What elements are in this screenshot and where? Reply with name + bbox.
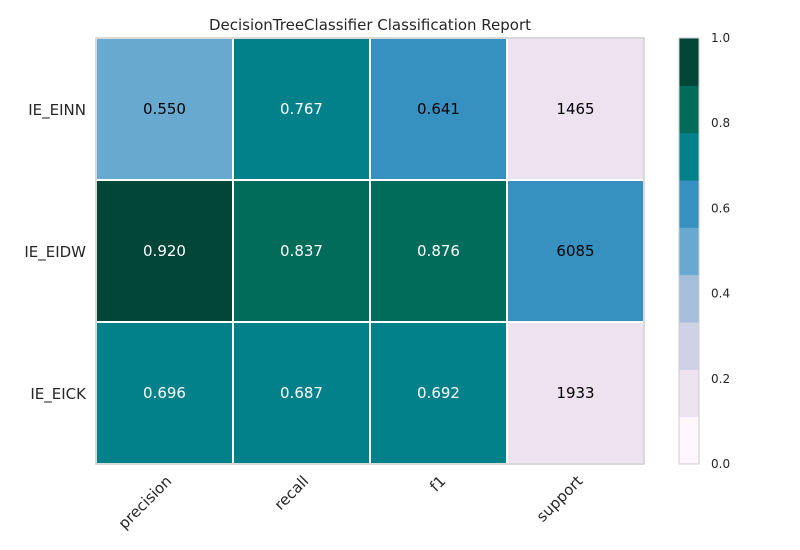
- cell-value-label: 0.687: [280, 384, 323, 402]
- colorbar-tick-label: 0.2: [711, 372, 730, 386]
- heatmap-cell: [506, 37, 645, 181]
- colorbar-segment: [679, 227, 699, 276]
- heatmap-cell: [232, 37, 371, 181]
- colorbar-segment: [679, 369, 699, 418]
- heatmap-cell: [95, 37, 234, 181]
- cell-value-label: 0.692: [417, 384, 460, 402]
- colorbar-segment: [679, 85, 699, 134]
- column-label: support: [533, 472, 587, 526]
- column-label: f1: [426, 472, 449, 495]
- heatmap-cell: [506, 179, 645, 323]
- heatmap-frame: [95, 37, 645, 465]
- row-labels: IE_EINN IE_EIDW IE_EICK: [24, 101, 87, 404]
- colorbar-segment: [679, 180, 699, 228]
- colorbar-segment: [679, 274, 699, 323]
- colorbar-tick-label: 1.0: [711, 31, 730, 45]
- chart-title: DecisionTreeClassifier Classification Re…: [209, 16, 531, 34]
- cell-value-label: 0.641: [417, 100, 460, 118]
- colorbar: 0.0 0.2 0.4 0.6 0.8 1.0: [678, 31, 730, 471]
- cell-value-label: 1933: [556, 384, 594, 402]
- colorbar-segment: [679, 322, 699, 370]
- colorbar-tick-label: 0.6: [711, 201, 730, 215]
- cell-value-label: 0.876: [417, 242, 460, 260]
- colorbar-tick-label: 0.0: [711, 457, 730, 471]
- colorbar-frame: [678, 37, 700, 465]
- heatmap-cell: [506, 321, 645, 465]
- colorbar-segment: [679, 38, 699, 86]
- heatmap-cell: [232, 321, 371, 465]
- cell-value-label: 0.696: [143, 384, 186, 402]
- cell-value-label: 0.550: [143, 100, 186, 118]
- row-label: IE_EICK: [30, 385, 87, 404]
- row-label: IE_EINN: [28, 101, 86, 120]
- column-label: precision: [115, 472, 176, 533]
- colorbar-segment: [679, 132, 699, 181]
- column-labels: precision recall f1 support: [115, 472, 587, 533]
- cell-value-label: 0.920: [143, 242, 186, 260]
- cell-value-label: 6085: [556, 242, 594, 260]
- colorbar-tick-label: 0.4: [711, 287, 730, 301]
- cell-value-label: 1465: [556, 100, 594, 118]
- heatmap-grid: 0.550 0.767 0.641 1465 0.920 0.837 0.876 6085 0.…: [95, 37, 645, 465]
- colorbar-segment: [679, 416, 699, 465]
- column-label: recall: [271, 472, 313, 514]
- heatmap-cell: [232, 179, 371, 323]
- colorbar-tick-label: 0.8: [711, 116, 730, 130]
- cell-value-label: 0.767: [280, 100, 323, 118]
- row-label: IE_EIDW: [24, 243, 86, 262]
- cell-value-label: 0.837: [280, 242, 323, 260]
